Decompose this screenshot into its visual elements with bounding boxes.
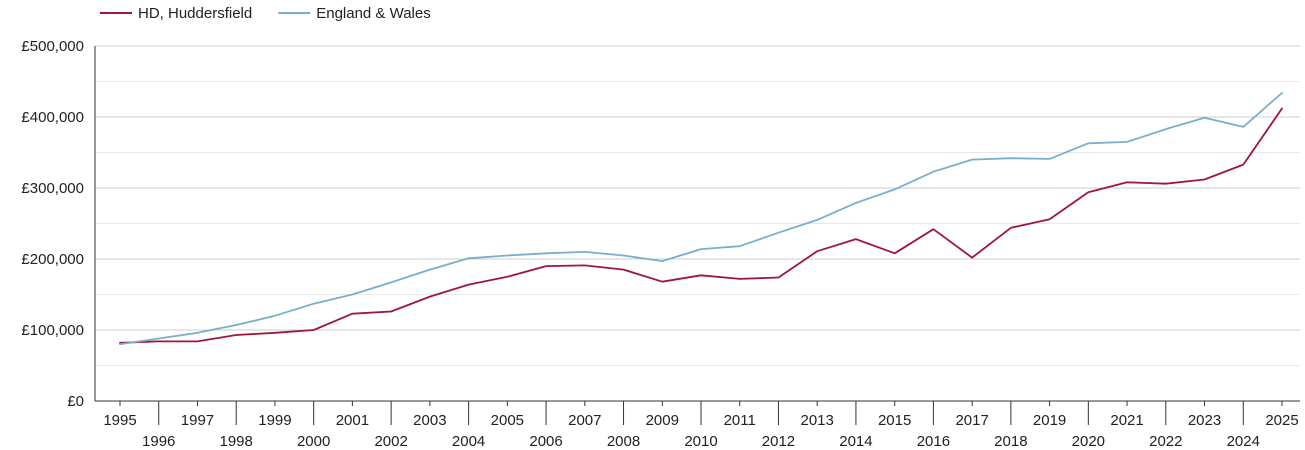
x-tick-label: 1996 xyxy=(142,433,175,450)
x-tick-label: 2009 xyxy=(646,412,679,429)
x-tick-label: 2018 xyxy=(994,433,1027,450)
legend-label-1: England & Wales xyxy=(316,5,431,22)
x-tick-label: 2019 xyxy=(1033,412,1066,429)
x-tick-label: 2024 xyxy=(1227,433,1260,450)
grid-layer xyxy=(95,45,1300,366)
x-tick-label: 2002 xyxy=(374,433,407,450)
x-tick-label: 2021 xyxy=(1110,412,1143,429)
legend: HD, Huddersfield England & Wales xyxy=(100,5,431,22)
x-tick-label: 2022 xyxy=(1149,433,1182,450)
y-tick-label: £100,000 xyxy=(21,322,84,339)
y-tick-label: £400,000 xyxy=(21,109,84,126)
x-tick-label: 2001 xyxy=(336,412,369,429)
x-tick-label: 1998 xyxy=(220,433,253,450)
x-tick-label: 1995 xyxy=(103,412,136,429)
y-tick-label: £300,000 xyxy=(21,180,84,197)
x-tick-label: 2014 xyxy=(839,433,872,450)
y-tick-label: £0 xyxy=(67,393,84,410)
series-line-0 xyxy=(119,107,1283,344)
x-tick-label: 2006 xyxy=(529,433,562,450)
x-tick-label: 2017 xyxy=(955,412,988,429)
x-tick-label: 2008 xyxy=(607,433,640,450)
x-tick-label: 2003 xyxy=(413,412,446,429)
x-tick-label: 2023 xyxy=(1188,412,1221,429)
x-tick-label: 2011 xyxy=(724,412,756,429)
x-tick-label: 2010 xyxy=(684,433,717,450)
x-tick-label: 2013 xyxy=(801,412,834,429)
x-tick-label: 2007 xyxy=(568,412,601,429)
x-tick-label: 1999 xyxy=(258,412,291,429)
series-line-1 xyxy=(119,92,1283,346)
x-tick-label: 2015 xyxy=(878,412,911,429)
x-tick-label: 2004 xyxy=(452,433,485,450)
axis-layer: £0 £100,000 £200,000 £300,000 £400,000 £500,0… xyxy=(21,38,1300,450)
x-tick-label: 2012 xyxy=(762,433,795,450)
x-tick-label: 2005 xyxy=(491,412,524,429)
x-tick-label: 2016 xyxy=(917,433,950,450)
legend-label-0: HD, Huddersfield xyxy=(138,5,252,22)
series-layer xyxy=(119,92,1283,346)
x-tick-label: 2020 xyxy=(1072,433,1105,450)
x-tick-label: 2025 xyxy=(1265,412,1298,429)
y-tick-label: £500,000 xyxy=(21,38,84,55)
x-tick-label: 2000 xyxy=(297,433,330,450)
y-tick-label: £200,000 xyxy=(21,251,84,268)
x-tick-label: 1997 xyxy=(181,412,214,429)
